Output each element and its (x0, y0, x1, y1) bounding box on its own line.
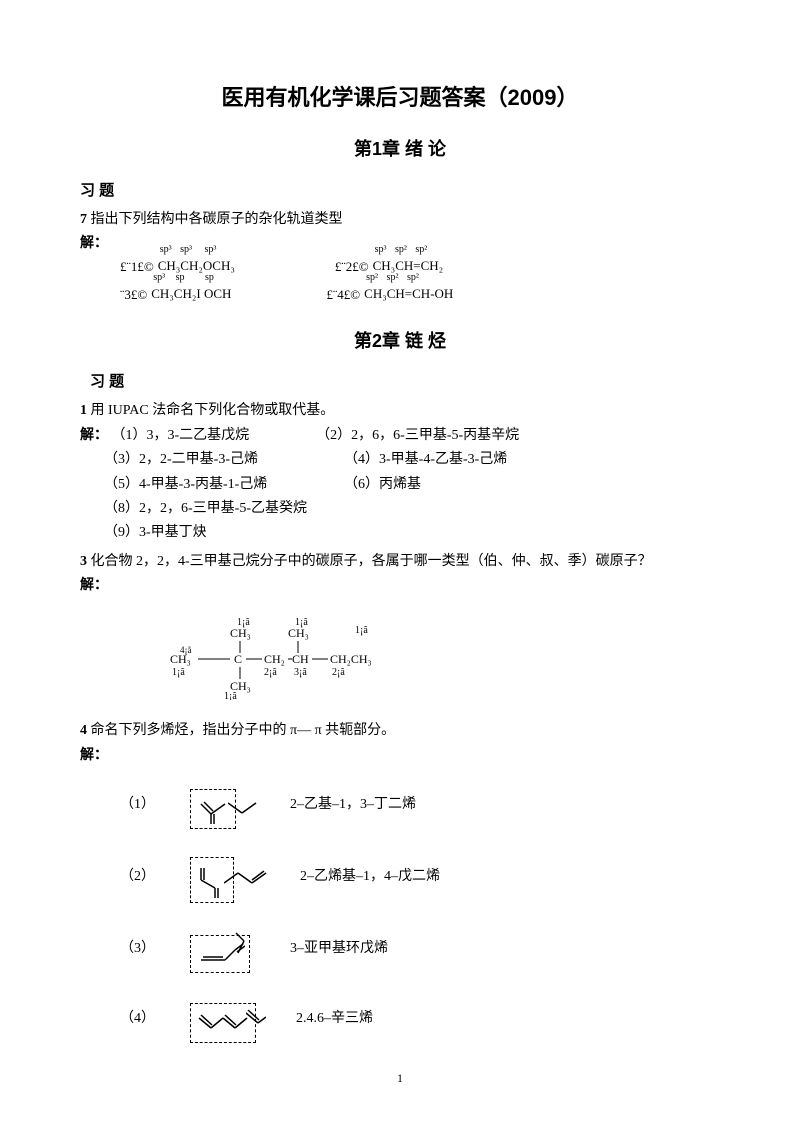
answer-item: （2）2，6，6-三甲基-5-丙基辛烷 (316, 428, 519, 443)
q4-text: 命名下列多烯烃，指出分子中的 π— π 共轭部分。 (91, 723, 396, 738)
chapter1-title: 第1章 绪 论 (80, 135, 720, 164)
compound-3-name: 3–亚甲基环戊烯 (290, 938, 388, 960)
q3-number: 3 (80, 554, 91, 569)
answer-item: （4）3-甲基-4-乙基-3-己烯 (344, 449, 544, 471)
q7-answer-label: 解： (80, 234, 108, 250)
answer-item: （8）2，2，6-三甲基-5-乙基癸烷 (104, 498, 307, 520)
compound-3-ring (226, 927, 246, 967)
sp-label: sp³ (205, 242, 217, 258)
page-number: 1 (80, 1069, 720, 1088)
compound-3: （3） 3–亚甲基环戊烯 (120, 929, 720, 969)
compound-4-structure (195, 1008, 251, 1038)
chapter2-title: 第2章 链 烃 (80, 327, 720, 356)
chapter2-section: 习 题 (90, 370, 720, 394)
compound-4-name: 2.4.6–辛三烯 (296, 1008, 373, 1030)
sp-label: sp (205, 270, 214, 286)
compound-2-tail (224, 857, 270, 901)
question-4: 4 命名下列多烯烃，指出分子中的 π— π 共轭部分。 (80, 720, 720, 742)
compound-1-tail (228, 789, 258, 829)
q4-number: 4 (80, 723, 91, 738)
sp-label: sp³ (153, 270, 165, 286)
q3-answer-label: 解： (80, 573, 720, 595)
svg-text:1¡ã: 1¡ã (355, 625, 368, 636)
compound-2: （2） 2–乙烯基–1，4–戊二烯 (120, 855, 720, 899)
sp-label: sp³ (160, 242, 172, 258)
q4-answer-label: 解： (80, 743, 720, 765)
svg-text:4¡ã: 4¡ã (180, 645, 192, 655)
sp-label: sp² (395, 242, 407, 258)
compound-4-num: （4） (120, 1008, 160, 1030)
svg-text:CH₃: CH₃ (288, 626, 309, 640)
sp-label: sp² (407, 270, 419, 286)
q7-text: 指出下列结构中各碳原子的杂化轨道类型 (91, 212, 343, 227)
svg-text:CH₂CH₃: CH₂CH₃ (330, 652, 372, 666)
svg-text:CH₃: CH₃ (230, 626, 251, 640)
svg-text:2¡ã: 2¡ã (332, 667, 345, 678)
compound-2-name: 2–乙烯基–1，4–戊二烯 (300, 866, 440, 888)
formula-4-chem: CH₃CH=CH-OH (364, 286, 453, 301)
answer-item: （5）4-甲基-3-丙基-1-己烯 (104, 474, 304, 496)
answer-item: （6）丙烯基 (344, 474, 544, 496)
answer-item: （1）3，3-二乙基戊烷 (112, 428, 250, 443)
question-1: 1 用 IUPAC 法命名下列化合物或取代基。 (80, 400, 720, 422)
q1-text: 用 IUPAC 法命名下列化合物或取代基。 (91, 403, 335, 418)
sp-label: sp² (366, 270, 378, 286)
q3-structure: 1¡ã 1¡ã 1¡ã CH₃ CH₃ CH₃ 4¡ã C CH₂ CH CH₂… (160, 615, 720, 700)
svg-text:2¡ã: 2¡ã (264, 667, 277, 678)
svg-text:C: C (234, 652, 242, 666)
sp-label: sp³ (375, 242, 387, 258)
compound-4-tail (246, 1003, 266, 1043)
formula-4: £¨4£© sp² sp² sp² CH₃CH=CH-OH (326, 284, 453, 306)
document-title: 医用有机化学课后习题答案（2009） (80, 80, 720, 115)
formula-3-prefix: ¨3£© (120, 285, 147, 306)
q1-answer-block: 解： （1）3，3-二乙基戊烷 （2）2，6，6-三甲基-5-丙基辛烷 （3）2… (80, 423, 720, 545)
compound-1-name: 2–乙基–1，3–丁二烯 (290, 794, 416, 816)
svg-text:1¡ã: 1¡ã (224, 691, 237, 700)
svg-text:3¡ã: 3¡ã (294, 667, 307, 678)
structure-svg: 1¡ã 1¡ã 1¡ã CH₃ CH₃ CH₃ 4¡ã C CH₂ CH CH₂… (160, 615, 420, 700)
sp-label: sp³ (180, 242, 192, 258)
svg-text:1¡ã: 1¡ã (172, 667, 185, 678)
q1-answer-label: 解： (80, 426, 108, 442)
sp-label: sp (176, 270, 185, 286)
compound-4: （4） 2.4.6–辛三烯 (120, 999, 720, 1039)
chapter1-section: 习 题 (80, 179, 720, 203)
compound-1-num: （1） (120, 794, 160, 816)
formula-1-prefix: £¨1£© (120, 257, 154, 278)
answer-item: （9）3-甲基丁炔 (104, 522, 304, 544)
q3-text: 化合物 2，2，4-三甲基己烷分子中的碳原子，各属于哪一类型（伯、仲、叔、季）碳… (91, 554, 652, 569)
q1-number: 1 (80, 403, 91, 418)
svg-text:CH: CH (292, 652, 309, 666)
compound-3-num: （3） (120, 938, 160, 960)
answer-item: （3）2，2-二甲基-3-己烯 (104, 449, 304, 471)
compound-1: （1） 2–乙基–1，3–丁二烯 (120, 785, 720, 825)
formula-4-prefix: £¨4£© (326, 285, 360, 306)
q7-number: 7 (80, 212, 91, 227)
sp-label: sp² (415, 242, 427, 258)
compound-1-structure (195, 794, 231, 824)
q7-answer: 解： £¨1£© sp³ sp³ sp³ CH₃CH₂OCH₃ £¨2£© sp… (80, 231, 720, 306)
formula-3: ¨3£© sp³ sp sp CH₃CH₂I OCH (120, 284, 231, 306)
svg-text:CH₂: CH₂ (264, 652, 285, 666)
question-7: 7 指出下列结构中各碳原子的杂化轨道类型 (80, 209, 720, 231)
formula-3-chem: CH₃CH₂I OCH (151, 286, 231, 301)
question-3: 3 化合物 2，2，4-三甲基己烷分子中的碳原子，各属于哪一类型（伯、仲、叔、季… (80, 551, 720, 573)
compound-2-num: （2） (120, 866, 160, 888)
sp-label: sp² (387, 270, 399, 286)
